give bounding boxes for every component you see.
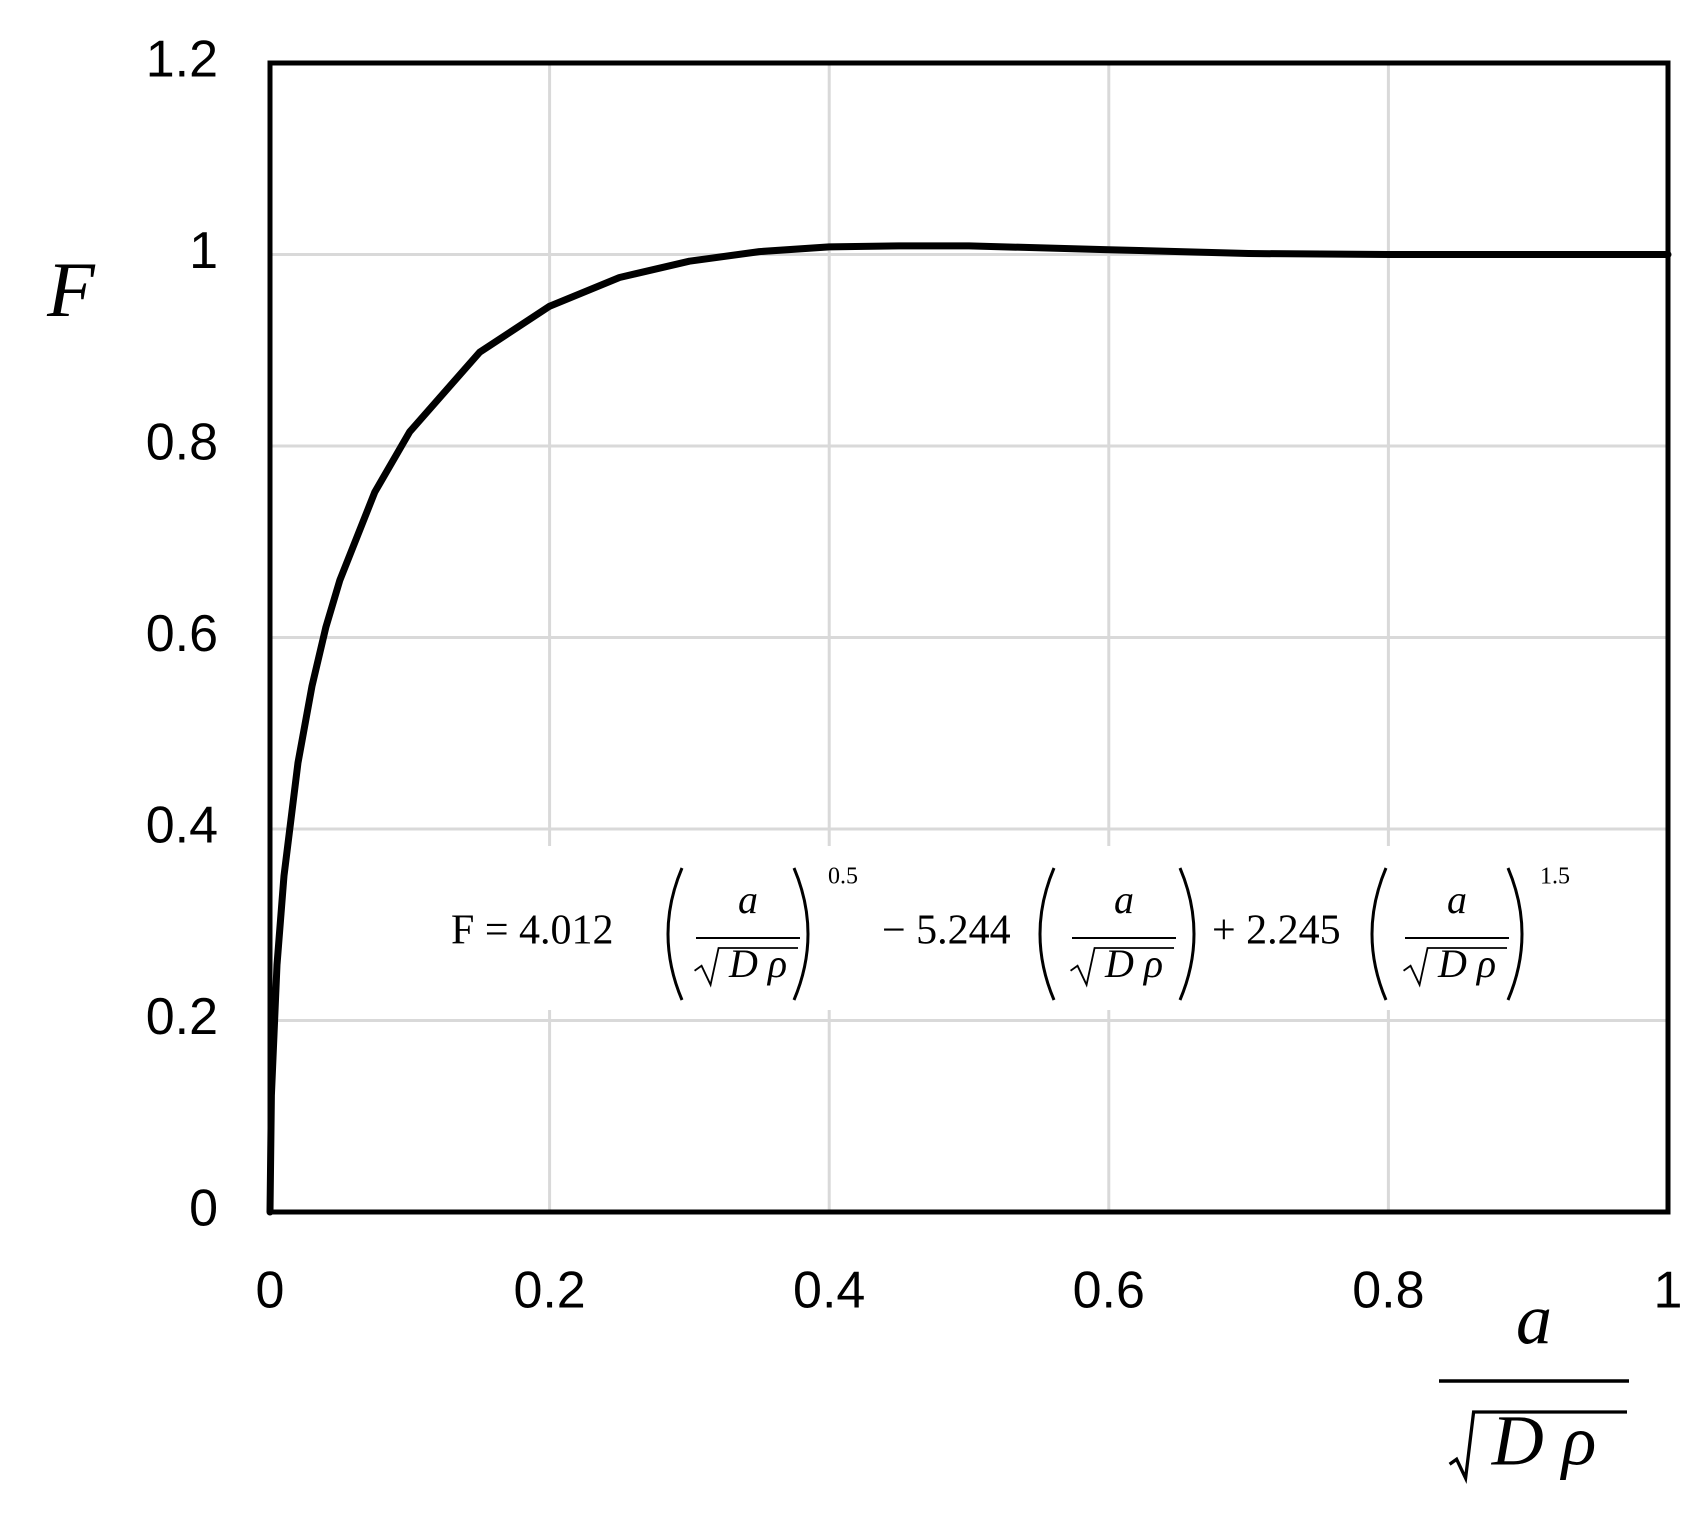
equation-fraction-radical <box>694 947 798 988</box>
x-axis-label-denominator: D ρ <box>1491 1401 1597 1481</box>
x-tick-label: 0.2 <box>513 1262 585 1320</box>
x-tick-label: 0 <box>256 1262 285 1320</box>
y-axis-label: F <box>46 246 96 333</box>
equation-exponent: 0.5 <box>828 864 858 890</box>
equation-fraction-numerator: a <box>738 877 758 922</box>
x-tick-label: 0.8 <box>1352 1262 1424 1320</box>
equation-fraction-denominator: D ρ <box>728 941 787 986</box>
y-tick-label: 0.8 <box>146 414 218 472</box>
data-line <box>266 242 1672 1216</box>
equation-fraction-numerator: a <box>1114 877 1134 922</box>
equation-exponent: 1.5 <box>1540 864 1570 890</box>
plot-frame <box>267 60 1671 1215</box>
equation-fraction-numerator: a <box>1447 877 1467 922</box>
equation-lhs: F = 4.012 <box>451 908 614 954</box>
parenthesis <box>1370 867 1388 1001</box>
x-axis-label-radical <box>1448 1410 1627 1485</box>
equation-background <box>437 846 1637 1010</box>
equation-term: + 2.245 <box>1212 908 1341 954</box>
equation-fraction-radical <box>1070 947 1174 988</box>
y-tick-label: 0.6 <box>146 605 218 663</box>
y-tick-label: 1.2 <box>146 31 218 89</box>
parenthesis <box>666 867 684 1001</box>
parenthesis <box>1038 867 1056 1001</box>
y-tick-label: 1 <box>189 222 218 280</box>
x-tick-label: 1 <box>1654 1262 1683 1320</box>
parenthesis <box>792 867 810 1001</box>
y-tick-label: 0 <box>189 1180 218 1238</box>
equation-fraction-denominator: D ρ <box>1104 941 1163 986</box>
parenthesis <box>1178 867 1196 1001</box>
equation-fraction-denominator: D ρ <box>1437 941 1496 986</box>
x-tick-label: 0.6 <box>1073 1262 1145 1320</box>
x-tick-label: 0.4 <box>793 1262 865 1320</box>
parenthesis <box>1506 867 1524 1001</box>
y-tick-label: 0.4 <box>146 797 218 855</box>
equation-term: − 5.244 <box>882 908 1011 954</box>
x-axis-label-numerator: a <box>1516 1280 1552 1360</box>
y-tick-label: 0.2 <box>146 988 218 1046</box>
equation-fraction-radical <box>1403 947 1507 988</box>
